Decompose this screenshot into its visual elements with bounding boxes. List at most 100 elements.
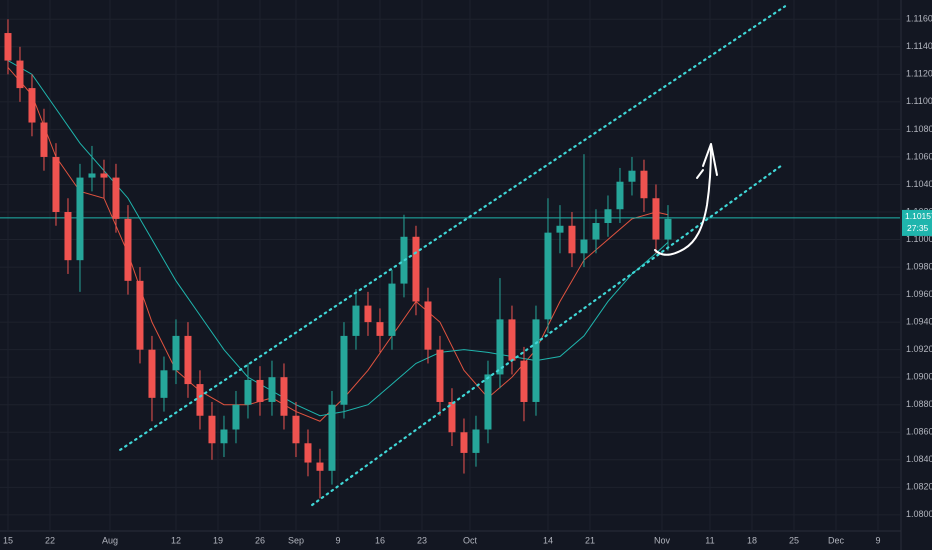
x-tick-label: 18 xyxy=(747,535,757,545)
x-tick-label: 11 xyxy=(705,535,714,545)
candle-body xyxy=(532,319,540,402)
candle-body xyxy=(76,177,84,261)
y-tick-label: 1.10400 xyxy=(906,179,932,189)
candle-body xyxy=(652,198,660,240)
candle-body xyxy=(412,236,420,302)
candle-body xyxy=(496,319,504,375)
candle-body xyxy=(220,429,228,444)
candle-body xyxy=(160,370,168,398)
candle-body xyxy=(604,209,612,224)
x-tick-label: Aug xyxy=(102,535,118,545)
candle-body xyxy=(4,33,12,61)
countdown: 27:35 xyxy=(907,223,929,233)
candle-body xyxy=(304,443,312,463)
candles xyxy=(4,19,672,499)
candle-body xyxy=(628,170,636,182)
candle-body xyxy=(664,218,672,240)
candle-body xyxy=(268,377,276,402)
candle-body xyxy=(88,173,96,178)
y-tick-label: 1.08400 xyxy=(906,454,932,464)
candle-body xyxy=(508,319,516,361)
candle-body xyxy=(232,404,240,430)
candle-body xyxy=(472,429,480,453)
x-tick-label: 26 xyxy=(255,535,265,545)
candle-body xyxy=(568,225,576,254)
x-tick-label: 12 xyxy=(171,535,181,545)
x-tick-label: 21 xyxy=(585,535,595,545)
price-label: 1.10157 27:35 xyxy=(902,209,932,236)
candle-body xyxy=(640,170,648,199)
y-tick-label: 1.11000 xyxy=(906,96,932,106)
y-tick-label: 1.09800 xyxy=(906,261,932,271)
y-tick-label: 1.10000 xyxy=(906,234,932,244)
candle-body xyxy=(592,223,600,240)
price-label-box xyxy=(902,209,932,236)
x-tick-label: Oct xyxy=(463,535,478,545)
y-tick-label: 1.09600 xyxy=(906,289,932,299)
candle-body xyxy=(484,374,492,430)
y-tick-label: 1.08600 xyxy=(906,427,932,437)
y-tick-label: 1.08000 xyxy=(906,509,932,519)
x-tick-label: 19 xyxy=(213,535,223,545)
candle-body xyxy=(40,122,48,157)
candle-body xyxy=(136,280,144,350)
candle-body xyxy=(364,305,372,323)
x-tick-label: 15 xyxy=(3,535,13,545)
x-tick-label: 23 xyxy=(417,535,427,545)
trendlines xyxy=(119,5,787,507)
candle-body xyxy=(124,218,132,281)
candle-body xyxy=(376,322,384,336)
candle-body xyxy=(436,349,444,402)
x-tick-label: 25 xyxy=(789,535,799,545)
drawn-arrow xyxy=(654,145,712,256)
trend-line xyxy=(119,5,787,451)
x-tick-label: Dec xyxy=(828,535,845,545)
candle-body xyxy=(148,349,156,398)
x-tick-label: Sep xyxy=(288,535,304,545)
y-tick-label: 1.10800 xyxy=(906,124,932,134)
x-tick-label: Nov xyxy=(654,535,671,545)
y-tick-label: 1.11600 xyxy=(906,14,932,24)
y-tick-label: 1.09000 xyxy=(906,372,932,382)
candle-body xyxy=(388,283,396,336)
candle-body xyxy=(28,88,36,123)
x-tick-label: 22 xyxy=(45,535,55,545)
y-tick-label: 1.08200 xyxy=(906,482,932,492)
candle-body xyxy=(316,462,324,471)
grid xyxy=(0,0,900,530)
candle-body xyxy=(52,156,60,212)
candle-body xyxy=(616,181,624,210)
candle-body xyxy=(112,177,120,219)
y-tick-label: 1.08800 xyxy=(906,399,932,409)
x-tick-label: 9 xyxy=(335,535,340,545)
x-tick-label: 9 xyxy=(875,535,880,545)
y-tick-label: 1.09200 xyxy=(906,344,932,354)
candle-body xyxy=(352,305,360,336)
y-tick-label: 1.10600 xyxy=(906,151,932,161)
candle-body xyxy=(424,301,432,350)
candle-body xyxy=(556,225,564,233)
y-tick-label: 1.09400 xyxy=(906,317,932,327)
candle-body xyxy=(544,232,552,320)
trend-line xyxy=(311,164,784,507)
candle-body xyxy=(580,239,588,254)
candle-body xyxy=(460,432,468,453)
y-tick-label: 1.11200 xyxy=(906,69,932,79)
x-tick-label: 16 xyxy=(375,535,385,545)
price-label: 1.10157 xyxy=(905,211,932,221)
arrow-head xyxy=(696,143,718,179)
axes: 1.08000 1.08200 1.08400 1.08600 1.08800 1.090… xyxy=(3,14,932,546)
candle-body xyxy=(256,379,264,402)
candle-body xyxy=(292,415,300,444)
candle-body xyxy=(340,335,348,405)
candle-body xyxy=(520,360,528,402)
candle-body xyxy=(64,212,72,261)
candle-body xyxy=(196,384,204,416)
candle-body xyxy=(448,401,456,433)
candle-body xyxy=(208,415,216,444)
candle-body xyxy=(100,173,108,178)
candle-body xyxy=(184,335,192,385)
